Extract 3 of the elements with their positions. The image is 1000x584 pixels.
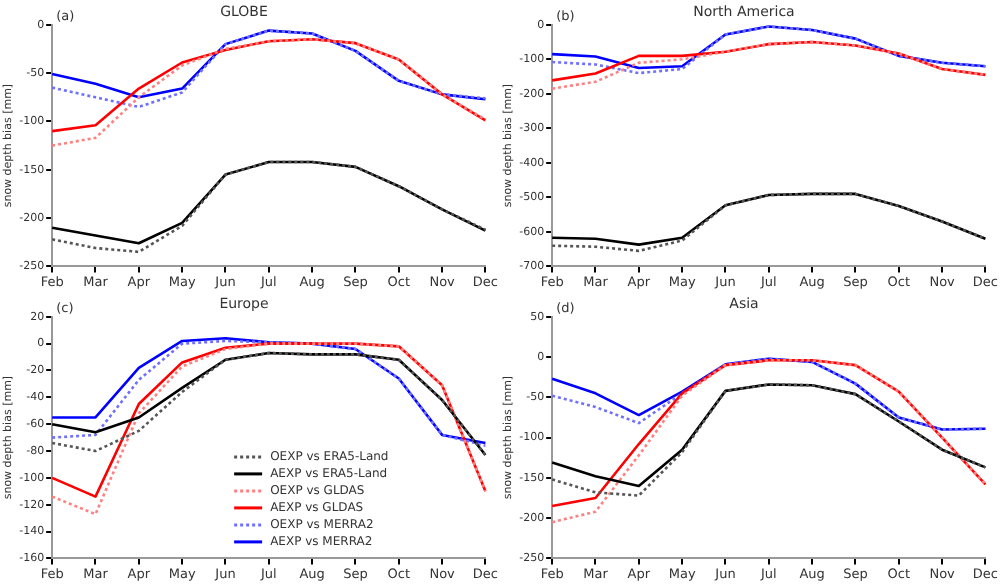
line-series (550, 357, 987, 431)
line-series (550, 40, 987, 90)
line-series (50, 351, 487, 457)
